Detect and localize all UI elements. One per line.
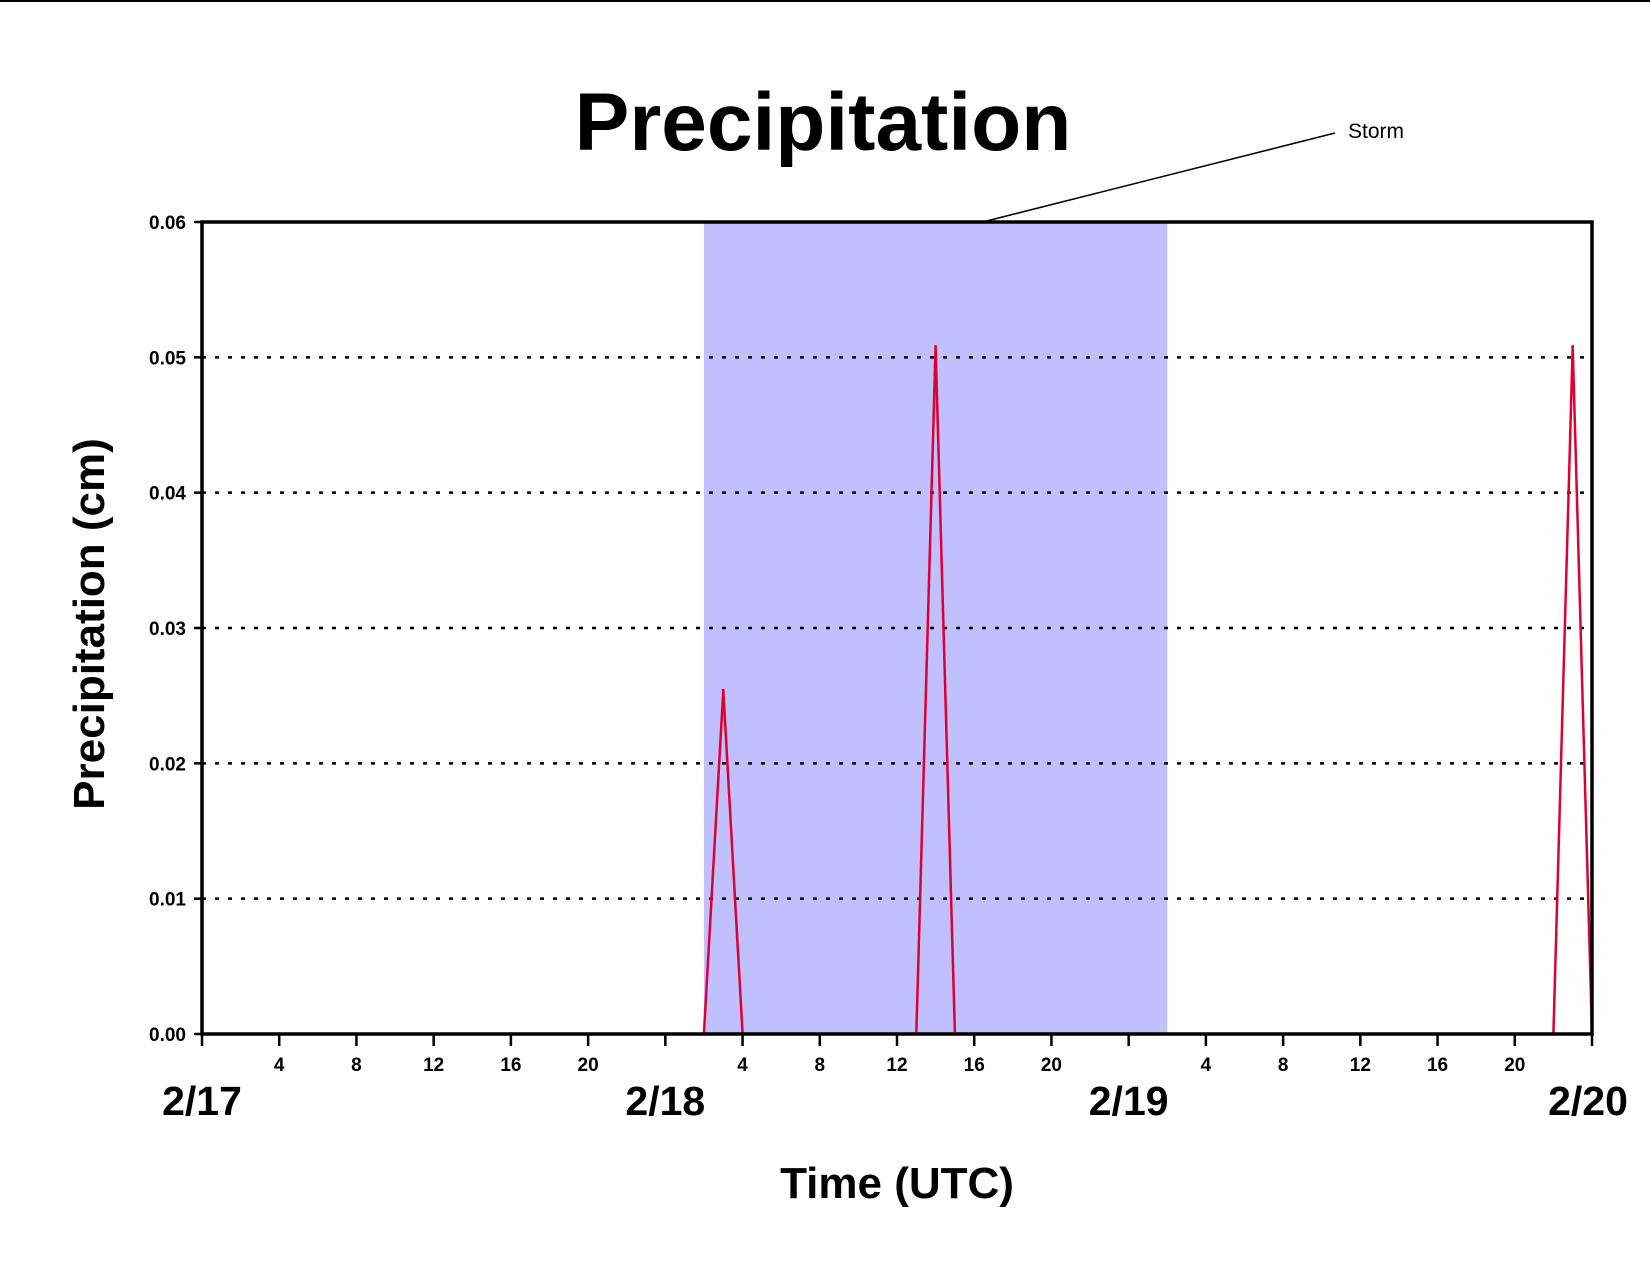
y-tick-label: 0.00 [149,1025,186,1046]
x-day-label: 2/17 [162,1078,242,1124]
x-day-label: 2/19 [1089,1078,1169,1124]
y-tick-label: 0.01 [149,890,186,911]
x-hour-tick-label: 4 [737,1055,748,1076]
x-hour-tick-label: 8 [814,1055,825,1076]
x-day-label: 2/20 [1548,1078,1628,1124]
y-axis-label: Precipitation (cm) [65,438,114,810]
precipitation-peak-point [934,345,938,349]
x-hour-tick-label: 16 [500,1055,521,1076]
x-day-label: 2/18 [625,1078,705,1124]
precipitation-peak-point [1571,345,1575,349]
x-hour-tick-label: 4 [274,1055,285,1076]
top-border-line [0,0,1650,2]
storm-annotation-label: Storm [1348,120,1404,143]
x-axis-label: Time (UTC) [780,1159,1014,1208]
x-hour-tick-label: 16 [964,1055,985,1076]
precipitation-series-line [202,346,1594,1036]
storm-annotation-leader-line [982,132,1336,223]
storm-shaded-band [703,222,1168,1034]
x-hour-tick-label: 20 [1041,1055,1062,1076]
precipitation-peak-point [721,688,725,692]
y-tick-label: 0.02 [149,754,186,775]
y-tick-label: 0.05 [149,348,186,369]
y-tick-label: 0.03 [149,619,186,640]
x-hour-tick-label: 12 [886,1055,907,1076]
x-hour-tick-label: 16 [1427,1055,1448,1076]
y-tick-label: 0.06 [149,213,186,234]
x-hour-tick-label: 20 [578,1055,599,1076]
y-tick-label: 0.04 [149,484,186,505]
x-hour-tick-label: 4 [1201,1055,1212,1076]
x-hour-tick-label: 8 [1278,1055,1289,1076]
x-hour-tick-label: 20 [1504,1055,1525,1076]
x-hour-tick-label: 8 [351,1055,362,1076]
x-hour-tick-label: 12 [1350,1055,1371,1076]
x-hour-tick-label: 12 [423,1055,444,1076]
chart-title: Precipitation [575,77,1072,168]
